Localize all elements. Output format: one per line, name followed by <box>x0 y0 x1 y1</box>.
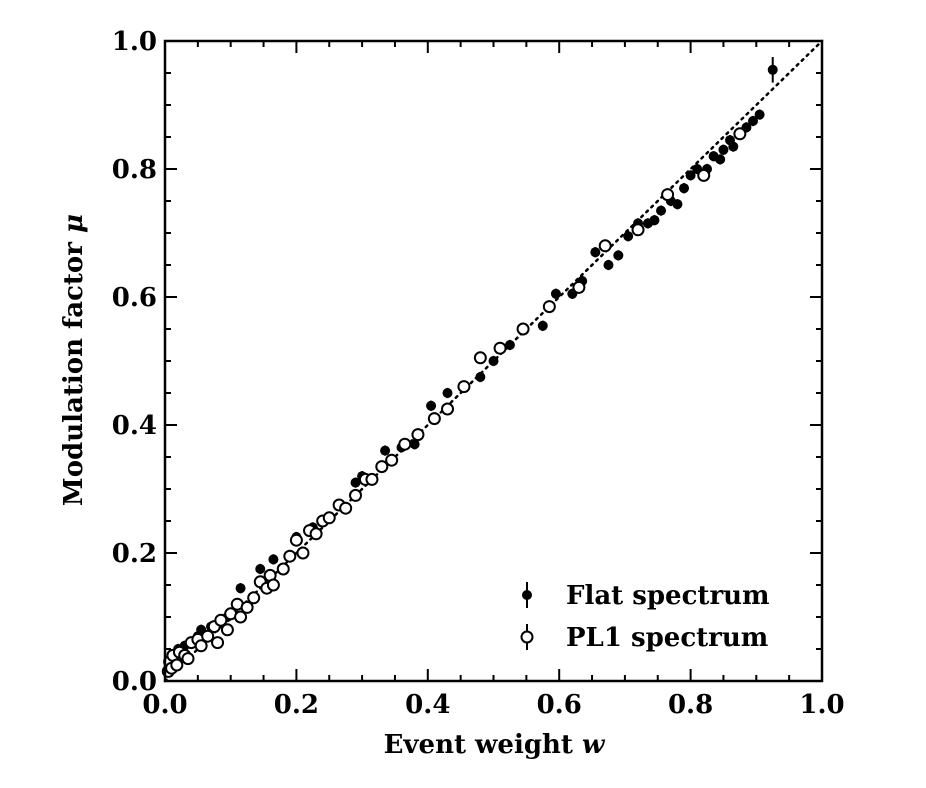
data-point-open <box>473 351 487 365</box>
data-point-filled <box>728 141 739 152</box>
data-point-open <box>266 578 280 592</box>
data-point-open <box>201 629 215 643</box>
data-point-open <box>697 168 711 182</box>
data-point-open <box>598 239 612 253</box>
data-point-open <box>349 488 363 502</box>
data-point-open <box>411 428 425 442</box>
data-point-filled <box>537 320 548 331</box>
y-axis-title: Modulation factor μ <box>59 214 89 506</box>
data-series <box>161 57 778 678</box>
data-point-open <box>457 380 471 394</box>
legend: Flat spectrum PL1 spectrum <box>520 581 770 653</box>
data-point-filled <box>235 583 246 594</box>
data-point-filled <box>685 170 696 181</box>
data-point-filled <box>488 356 499 366</box>
data-point-filled <box>475 372 486 382</box>
x-tick-label: 0.0 <box>142 690 187 720</box>
series-pl1-spectrum <box>161 127 747 678</box>
data-point-open <box>661 188 675 202</box>
data-point-filled <box>748 116 759 126</box>
data-point-open <box>322 511 336 525</box>
data-point-open <box>240 600 254 614</box>
data-point-open <box>572 280 586 294</box>
data-point-filled <box>442 388 453 398</box>
data-point-open <box>170 658 184 672</box>
data-point-open <box>276 562 290 576</box>
data-point-open <box>309 527 323 541</box>
axis-ticks <box>164 40 823 682</box>
x-tick-label: 0.4 <box>405 690 450 720</box>
data-point-open <box>283 549 297 563</box>
data-point-filled <box>672 199 683 210</box>
data-point-open <box>631 223 645 237</box>
x-tick-label: 0.8 <box>668 690 713 720</box>
data-point-filled <box>767 64 778 75</box>
y-axis-label: Modulation factor <box>59 242 89 506</box>
data-point-open <box>427 412 441 426</box>
y-tick-label: 0.0 <box>112 667 157 697</box>
data-point-filled <box>656 205 667 216</box>
data-point-filled <box>255 564 266 574</box>
data-point-open <box>234 610 248 624</box>
x-axis-label: Event weight <box>384 730 573 760</box>
data-point-filled <box>603 260 614 270</box>
data-point-filled <box>380 445 391 456</box>
data-point-open <box>181 652 195 666</box>
data-point-open <box>289 533 303 547</box>
data-point-filled <box>649 215 660 226</box>
data-point-filled <box>550 288 561 299</box>
data-point-filled <box>754 109 765 120</box>
x-axis-title: Event weight w <box>384 730 606 760</box>
legend-pl1-marker <box>520 630 534 644</box>
x-axis-symbol: w <box>582 730 606 760</box>
data-point-filled <box>350 477 361 488</box>
data-point-open <box>375 460 389 474</box>
data-point-open <box>194 639 208 653</box>
data-point-open <box>214 613 228 627</box>
data-point-open <box>542 300 556 314</box>
data-point-open <box>516 322 530 336</box>
x-tick-label: 0.6 <box>537 690 582 720</box>
data-point-open <box>493 341 507 355</box>
y-tick-label: 0.8 <box>112 155 157 185</box>
data-point-filled <box>715 154 726 165</box>
legend-pl1-label: PL1 spectrum <box>566 623 768 653</box>
data-point-open <box>398 437 412 451</box>
legend-flat-marker <box>522 590 532 600</box>
y-tick-label: 1.0 <box>112 27 157 57</box>
data-point-filled <box>623 231 634 242</box>
y-tick-label: 0.6 <box>112 283 157 313</box>
y-axis-symbol: μ <box>59 214 89 233</box>
data-point-filled <box>426 400 437 411</box>
data-point-open <box>247 591 261 605</box>
data-point-open <box>339 501 353 515</box>
data-point-open <box>385 453 399 467</box>
data-point-open <box>733 127 747 141</box>
x-tick-label: 1.0 <box>799 690 844 720</box>
data-point-filled <box>590 247 601 258</box>
tick-labels: 0.0 0.2 0.4 0.6 0.8 1.0 0.0 0.2 0.4 0.6 0.8 1.0 <box>112 27 845 720</box>
data-point-open <box>296 546 310 560</box>
data-point-filled <box>409 439 420 450</box>
data-point-open <box>365 472 379 486</box>
data-point-filled <box>718 144 729 155</box>
data-point-filled <box>679 183 690 194</box>
y-tick-label: 0.4 <box>112 411 157 441</box>
data-point-open <box>220 623 234 637</box>
data-point-open <box>211 636 225 650</box>
y-tick-label: 0.2 <box>112 539 157 569</box>
data-point-filled <box>504 340 515 350</box>
data-point-filled <box>613 250 624 261</box>
legend-flat-label: Flat spectrum <box>566 581 770 611</box>
data-point-open <box>441 402 455 416</box>
x-tick-label: 0.2 <box>274 690 319 720</box>
data-point-filled <box>268 554 279 565</box>
